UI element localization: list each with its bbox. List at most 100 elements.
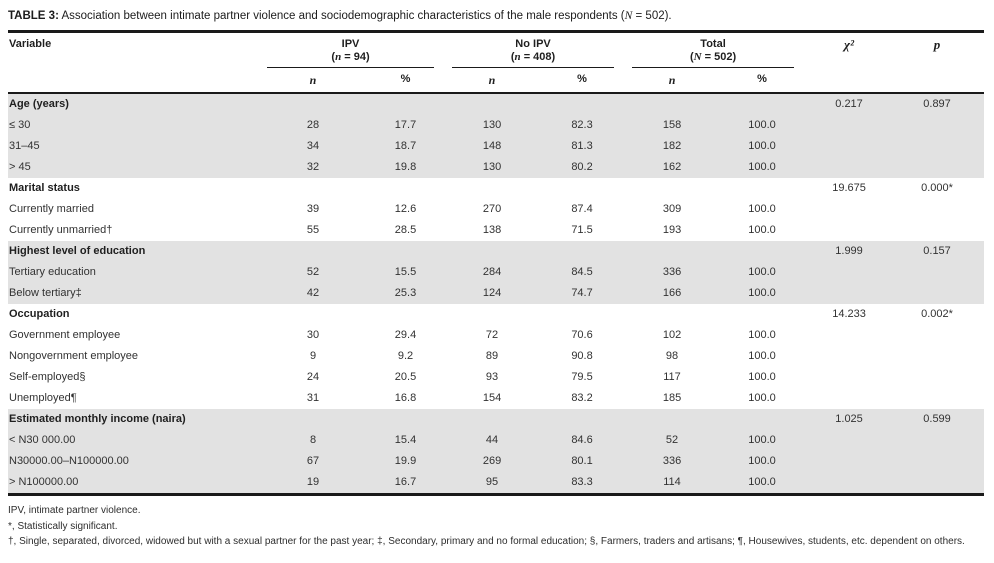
row-label: Currently married [9,203,94,215]
column-group-ipv-count: (n = 94) [267,51,434,64]
empty-cell [808,115,891,136]
cell-ipv_pct: 12.6 [394,203,417,215]
empty-cell [628,409,717,430]
subheader-total-n: n [628,68,717,94]
cell-total_pct: 100.0 [748,224,776,236]
cell-noipv_pct: 74.7 [536,283,629,304]
cell-ipv_n: 42 [263,283,363,304]
empty-cell [808,199,890,220]
subheader-noipv-n: n [448,68,537,94]
cell-total_pct: 100.0 [748,371,776,383]
top-rule [8,30,984,33]
column-group-ipv: IPV (n = 94) [263,33,448,68]
section-header-row: Age (years) 0.217 0.897 [8,93,985,115]
column-group-ipv-inner: IPV (n = 94) [267,38,435,68]
table-row: Currently married 39 12.6 270 87.4 309 100.0 [8,199,984,220]
cell-total_n: 98 [665,350,679,362]
empty-cell [628,241,717,262]
cell-total_n: 193 [662,224,682,236]
empty-cell [890,367,984,388]
chi-square-value: 19.675 [832,182,866,194]
subheader-noipv-pct: % [536,68,629,94]
column-header-variable: Variable [8,33,263,94]
cell-total_pct: 100.0 [716,262,809,283]
empty-cell [716,304,808,325]
footnote-symbols: †, Single, separated, divorced, widowed … [8,536,965,547]
table-figure: TABLE 3: Association between intimate pa… [8,10,985,547]
cell-noipv_n: 284 [448,262,537,283]
cell-ipv_n: 31 [306,392,320,404]
cell-ipv_pct: 19.8 [363,157,449,178]
empty-cell [263,409,363,430]
column-group-no-ipv: No IPV (n = 408) [448,33,628,68]
results-table: Variable IPV (n = 94) No IPV (n = 408) T [8,33,985,493]
cell-total_pct: 100.0 [748,350,776,362]
column-group-no-ipv-inner: No IPV (n = 408) [452,38,615,68]
row-label: ≤ 30 [8,115,263,136]
cell-noipv_pct: 87.4 [571,203,593,215]
cell-total_pct: 100.0 [716,472,809,493]
cell-ipv_pct: 16.7 [363,472,449,493]
cell-ipv_n: 55 [306,224,320,236]
section-label: Estimated monthly income (naira) [8,409,263,430]
row-label: Currently unmarried† [9,224,113,236]
cell-total_n: 114 [628,472,717,493]
row-label: Government employee [9,329,121,341]
empty-cell [808,472,891,493]
cell-noipv_n: 93 [485,371,499,383]
cell-total_pct: 100.0 [716,115,809,136]
cell-ipv_n: 52 [263,262,363,283]
row-label: Below tertiary‡ [8,283,263,304]
cell-noipv_n: 124 [448,283,537,304]
empty-cell [536,93,629,115]
empty-cell [716,178,808,199]
table-row: Government employee 30 29.4 72 70.6 102 100.0 [8,325,984,346]
row-label: N30000.00–N100000.00 [8,451,263,472]
cell-noipv_pct: 80.2 [536,157,629,178]
cell-noipv_pct: 84.6 [536,430,629,451]
cell-ipv_n: 39 [306,203,320,215]
cell-total_n: 162 [628,157,717,178]
p-value: 0.897 [890,93,985,115]
cell-total_pct: 100.0 [748,203,776,215]
empty-cell [448,241,537,262]
empty-cell [536,241,629,262]
section-label: Marital status [9,182,80,194]
subheader-ipv-n: n [263,68,363,94]
paren: ( [689,51,694,63]
empty-cell [808,283,891,304]
row-label: Self-employed§ [9,371,86,383]
cell-ipv_n: 19 [263,472,363,493]
empty-cell [536,178,628,199]
empty-cell [263,93,363,115]
empty-cell [263,241,363,262]
cell-ipv_n: 9 [309,350,317,362]
table-row: > N100000.00 19 16.7 95 83.3 114 100.0 [8,472,985,493]
empty-cell [448,409,537,430]
cell-noipv_n: 130 [448,157,537,178]
cell-ipv_n: 67 [263,451,363,472]
empty-cell [716,409,809,430]
cell-total_n: 336 [628,262,717,283]
cell-ipv_pct: 25.3 [363,283,449,304]
empty-cell [890,388,984,409]
empty-cell [363,178,448,199]
cell-total_pct: 100.0 [716,136,809,157]
cell-ipv_n: 30 [306,329,320,341]
table-row: Tertiary education 52 15.5 284 84.5 336 100.0 [8,262,985,283]
table-row: > 45 32 19.8 130 80.2 162 100.0 [8,157,985,178]
empty-cell [890,472,985,493]
section-header-row: Occupation 14.233 0.002* [8,304,984,325]
empty-cell [628,93,717,115]
column-group-total-name: Total [700,38,726,50]
section-label: Occupation [9,308,70,320]
section-label: Age (years) [8,93,263,115]
cell-noipv_pct: 70.6 [571,329,593,341]
n-symbol: n [514,51,521,63]
cell-noipv_n: 138 [482,224,502,236]
row-label: > 45 [8,157,263,178]
cell-noipv_pct: 80.1 [536,451,629,472]
section-header-row: Highest level of education 1.999 0.157 [8,241,985,262]
empty-cell [448,178,536,199]
cell-ipv_pct: 29.4 [394,329,417,341]
